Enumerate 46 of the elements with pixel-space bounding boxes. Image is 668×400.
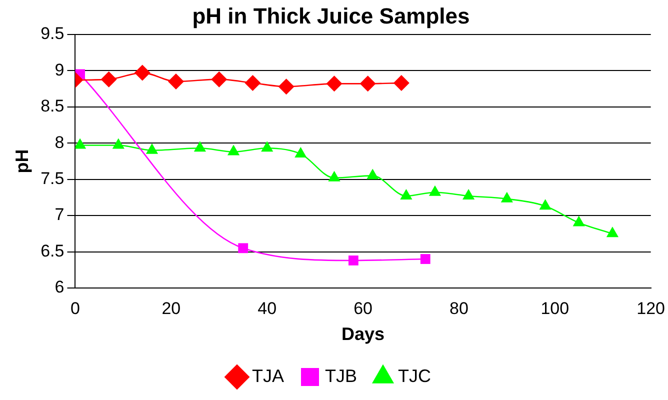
point — [194, 141, 206, 152]
point — [211, 71, 228, 88]
point — [278, 78, 294, 95]
x-tick-label: 120 — [636, 298, 666, 318]
x-tick-label: 20 — [162, 298, 181, 318]
point — [112, 138, 124, 149]
y-tick-label: 7 — [54, 205, 64, 224]
point — [462, 188, 475, 200]
x-tick-label: 100 — [540, 298, 570, 318]
y-tick-label: 7.5 — [40, 169, 64, 188]
point — [328, 170, 340, 182]
point — [227, 144, 240, 156]
point — [500, 192, 513, 202]
legend-label: TJB — [325, 366, 358, 386]
point — [606, 226, 619, 238]
y-tick-label: 8 — [54, 132, 64, 152]
legend-label: TJA — [252, 366, 284, 386]
y-tick-label: 6 — [54, 278, 64, 297]
point — [134, 64, 150, 81]
point — [360, 76, 376, 92]
y-axis-title: pH — [12, 149, 32, 174]
point — [326, 76, 342, 92]
point — [428, 185, 442, 196]
x-axis-title: Days — [342, 324, 385, 344]
point — [366, 168, 379, 180]
point — [572, 216, 585, 226]
point — [75, 138, 86, 149]
y-tick-label: 8.5 — [40, 96, 64, 116]
y-tick-label: 9 — [54, 60, 64, 80]
point — [400, 188, 412, 200]
point — [100, 71, 117, 88]
x-tick-label: 80 — [449, 298, 468, 318]
point — [168, 73, 184, 90]
chart-title: pH in Thick Juice Samples — [192, 3, 470, 28]
x-tick-label: 40 — [258, 298, 277, 318]
y-tick-label: 9.5 — [40, 24, 64, 44]
point — [261, 141, 274, 152]
point — [294, 146, 307, 158]
x-tick-label: 60 — [354, 298, 372, 318]
point — [244, 74, 261, 91]
point — [146, 143, 158, 154]
x-tick-label: 0 — [70, 298, 80, 318]
y-tick-label: 6.5 — [40, 241, 64, 260]
point — [393, 74, 410, 91]
point — [539, 199, 552, 210]
legend-label: TJC — [398, 366, 432, 386]
